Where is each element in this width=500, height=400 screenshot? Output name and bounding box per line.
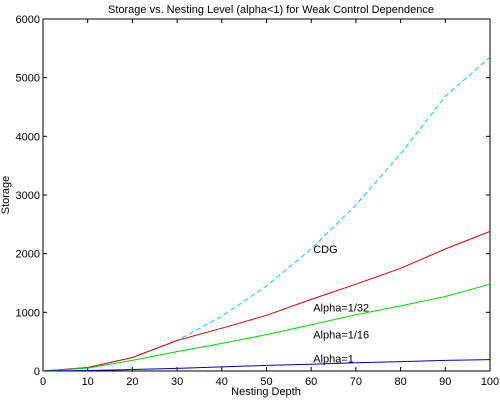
y-axis: 0 1000 2000 3000 4000 5000 6000	[16, 14, 490, 378]
plot-frame	[42, 18, 491, 372]
series-line-alpha-1-32	[42, 230, 491, 372]
series-label: Alpha=1	[313, 353, 354, 365]
x-tick-label: 40	[216, 376, 228, 388]
series-labels: CDG Alpha=1/32 Alpha=1/16 Alpha=1	[313, 244, 369, 365]
x-tick-label: 10	[82, 376, 94, 388]
x-tick-label: 30	[171, 376, 183, 388]
y-tick-label: 6000	[16, 14, 40, 26]
x-tick-label: 20	[126, 376, 138, 388]
series-label: CDG	[313, 244, 337, 256]
y-tick-label: 0	[34, 366, 40, 378]
x-axis: 0 10 20 30 40 50 60 70 80 90 100	[40, 19, 499, 388]
x-tick-label: 50	[260, 376, 272, 388]
x-tick-label: 70	[350, 376, 362, 388]
y-tick-label: 3000	[16, 190, 40, 202]
chart-title: Storage vs. Nesting Level (alpha<1) for …	[108, 4, 434, 16]
series-label: Alpha=1/32	[313, 302, 369, 314]
x-tick-label: 100	[481, 376, 499, 388]
x-tick-label: 60	[305, 376, 317, 388]
y-tick-label: 1000	[16, 307, 40, 319]
series-lines	[42, 56, 491, 372]
series-label: Alpha=1/16	[313, 330, 369, 342]
y-tick-label: 2000	[16, 249, 40, 261]
series-line-cdg	[42, 56, 491, 372]
x-axis-title: Nesting Depth	[231, 386, 301, 398]
y-tick-label: 4000	[16, 131, 40, 143]
series-line-alpha-1	[42, 359, 491, 372]
y-tick-label: 5000	[16, 73, 40, 85]
x-tick-label: 90	[439, 376, 451, 388]
x-tick-label: 0	[40, 376, 46, 388]
y-axis-title: Storage	[0, 176, 12, 215]
series-line-alpha-1-16	[42, 283, 491, 372]
x-tick-label: 80	[394, 376, 406, 388]
